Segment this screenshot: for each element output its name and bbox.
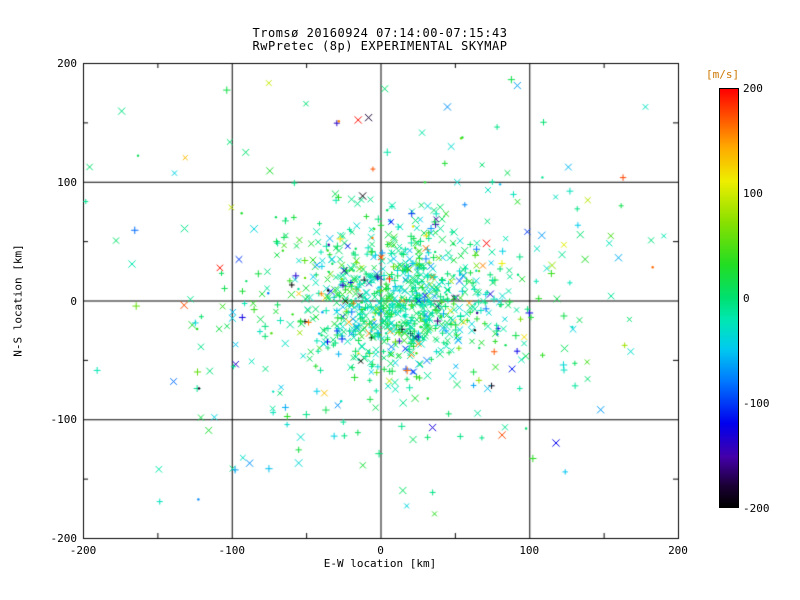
y-tick-label: 0 (70, 294, 77, 308)
y-tick-label: 100 (57, 175, 77, 189)
x-axis-label: E-W location [km] (323, 557, 437, 570)
x-tick-label: -200 (69, 544, 97, 557)
y-tick-label: 200 (57, 57, 77, 70)
x-tick-label: 200 (668, 544, 688, 557)
colorbar-tick-label: 200 (743, 82, 763, 95)
colorbar-tick-label: -200 (743, 502, 770, 515)
x-tick-label: 100 (519, 544, 540, 557)
colorbar-tick-label: 0 (743, 292, 750, 305)
y-tick-label: -100 (50, 413, 78, 427)
colorbar-title: [m/s] (706, 68, 740, 81)
colorbar (719, 88, 739, 508)
y-tick-label: -200 (50, 532, 78, 545)
colorbar-tick-label: 100 (743, 187, 763, 200)
y-axis-label: N-S location [km] (11, 244, 25, 357)
x-tick-label: -100 (218, 544, 246, 557)
colorbar-tick-label: -100 (743, 397, 770, 410)
x-tick-label: 0 (377, 544, 384, 557)
